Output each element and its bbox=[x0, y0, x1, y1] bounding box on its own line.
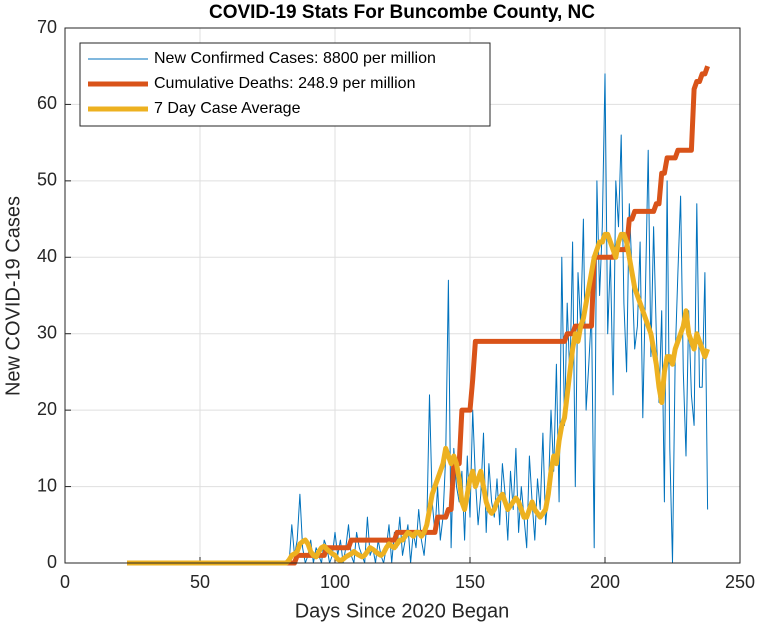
x-tick-label: 200 bbox=[590, 572, 620, 592]
legend-label: Cumulative Deaths: 248.9 per million bbox=[154, 75, 415, 92]
legend-label: 7 Day Case Average bbox=[154, 100, 301, 117]
chart-title: COVID-19 Stats For Buncombe County, NC bbox=[209, 2, 595, 23]
y-tick-label: 10 bbox=[37, 475, 57, 495]
x-tick-label: 50 bbox=[190, 572, 210, 592]
y-tick-label: 60 bbox=[37, 93, 57, 113]
y-tick-label: 70 bbox=[37, 17, 57, 37]
plot-frame bbox=[64, 27, 741, 564]
x-tick-label: 150 bbox=[455, 572, 485, 592]
y-axis-label: New COVID-19 Cases bbox=[2, 196, 24, 396]
y-tick-label: 40 bbox=[37, 246, 57, 266]
x-axis-label: Days Since 2020 Began bbox=[295, 600, 510, 622]
y-tick-label: 20 bbox=[37, 399, 57, 419]
y-tick-label: 30 bbox=[37, 322, 57, 342]
y-tick-label: 50 bbox=[37, 170, 57, 190]
legend-label: New Confirmed Cases: 8800 per million bbox=[154, 50, 436, 67]
x-tick-label: 100 bbox=[320, 572, 350, 592]
x-tick-label: 0 bbox=[60, 572, 70, 592]
y-tick-label: 0 bbox=[47, 552, 57, 572]
x-tick-label: 250 bbox=[725, 572, 755, 592]
legend-box bbox=[79, 42, 491, 127]
